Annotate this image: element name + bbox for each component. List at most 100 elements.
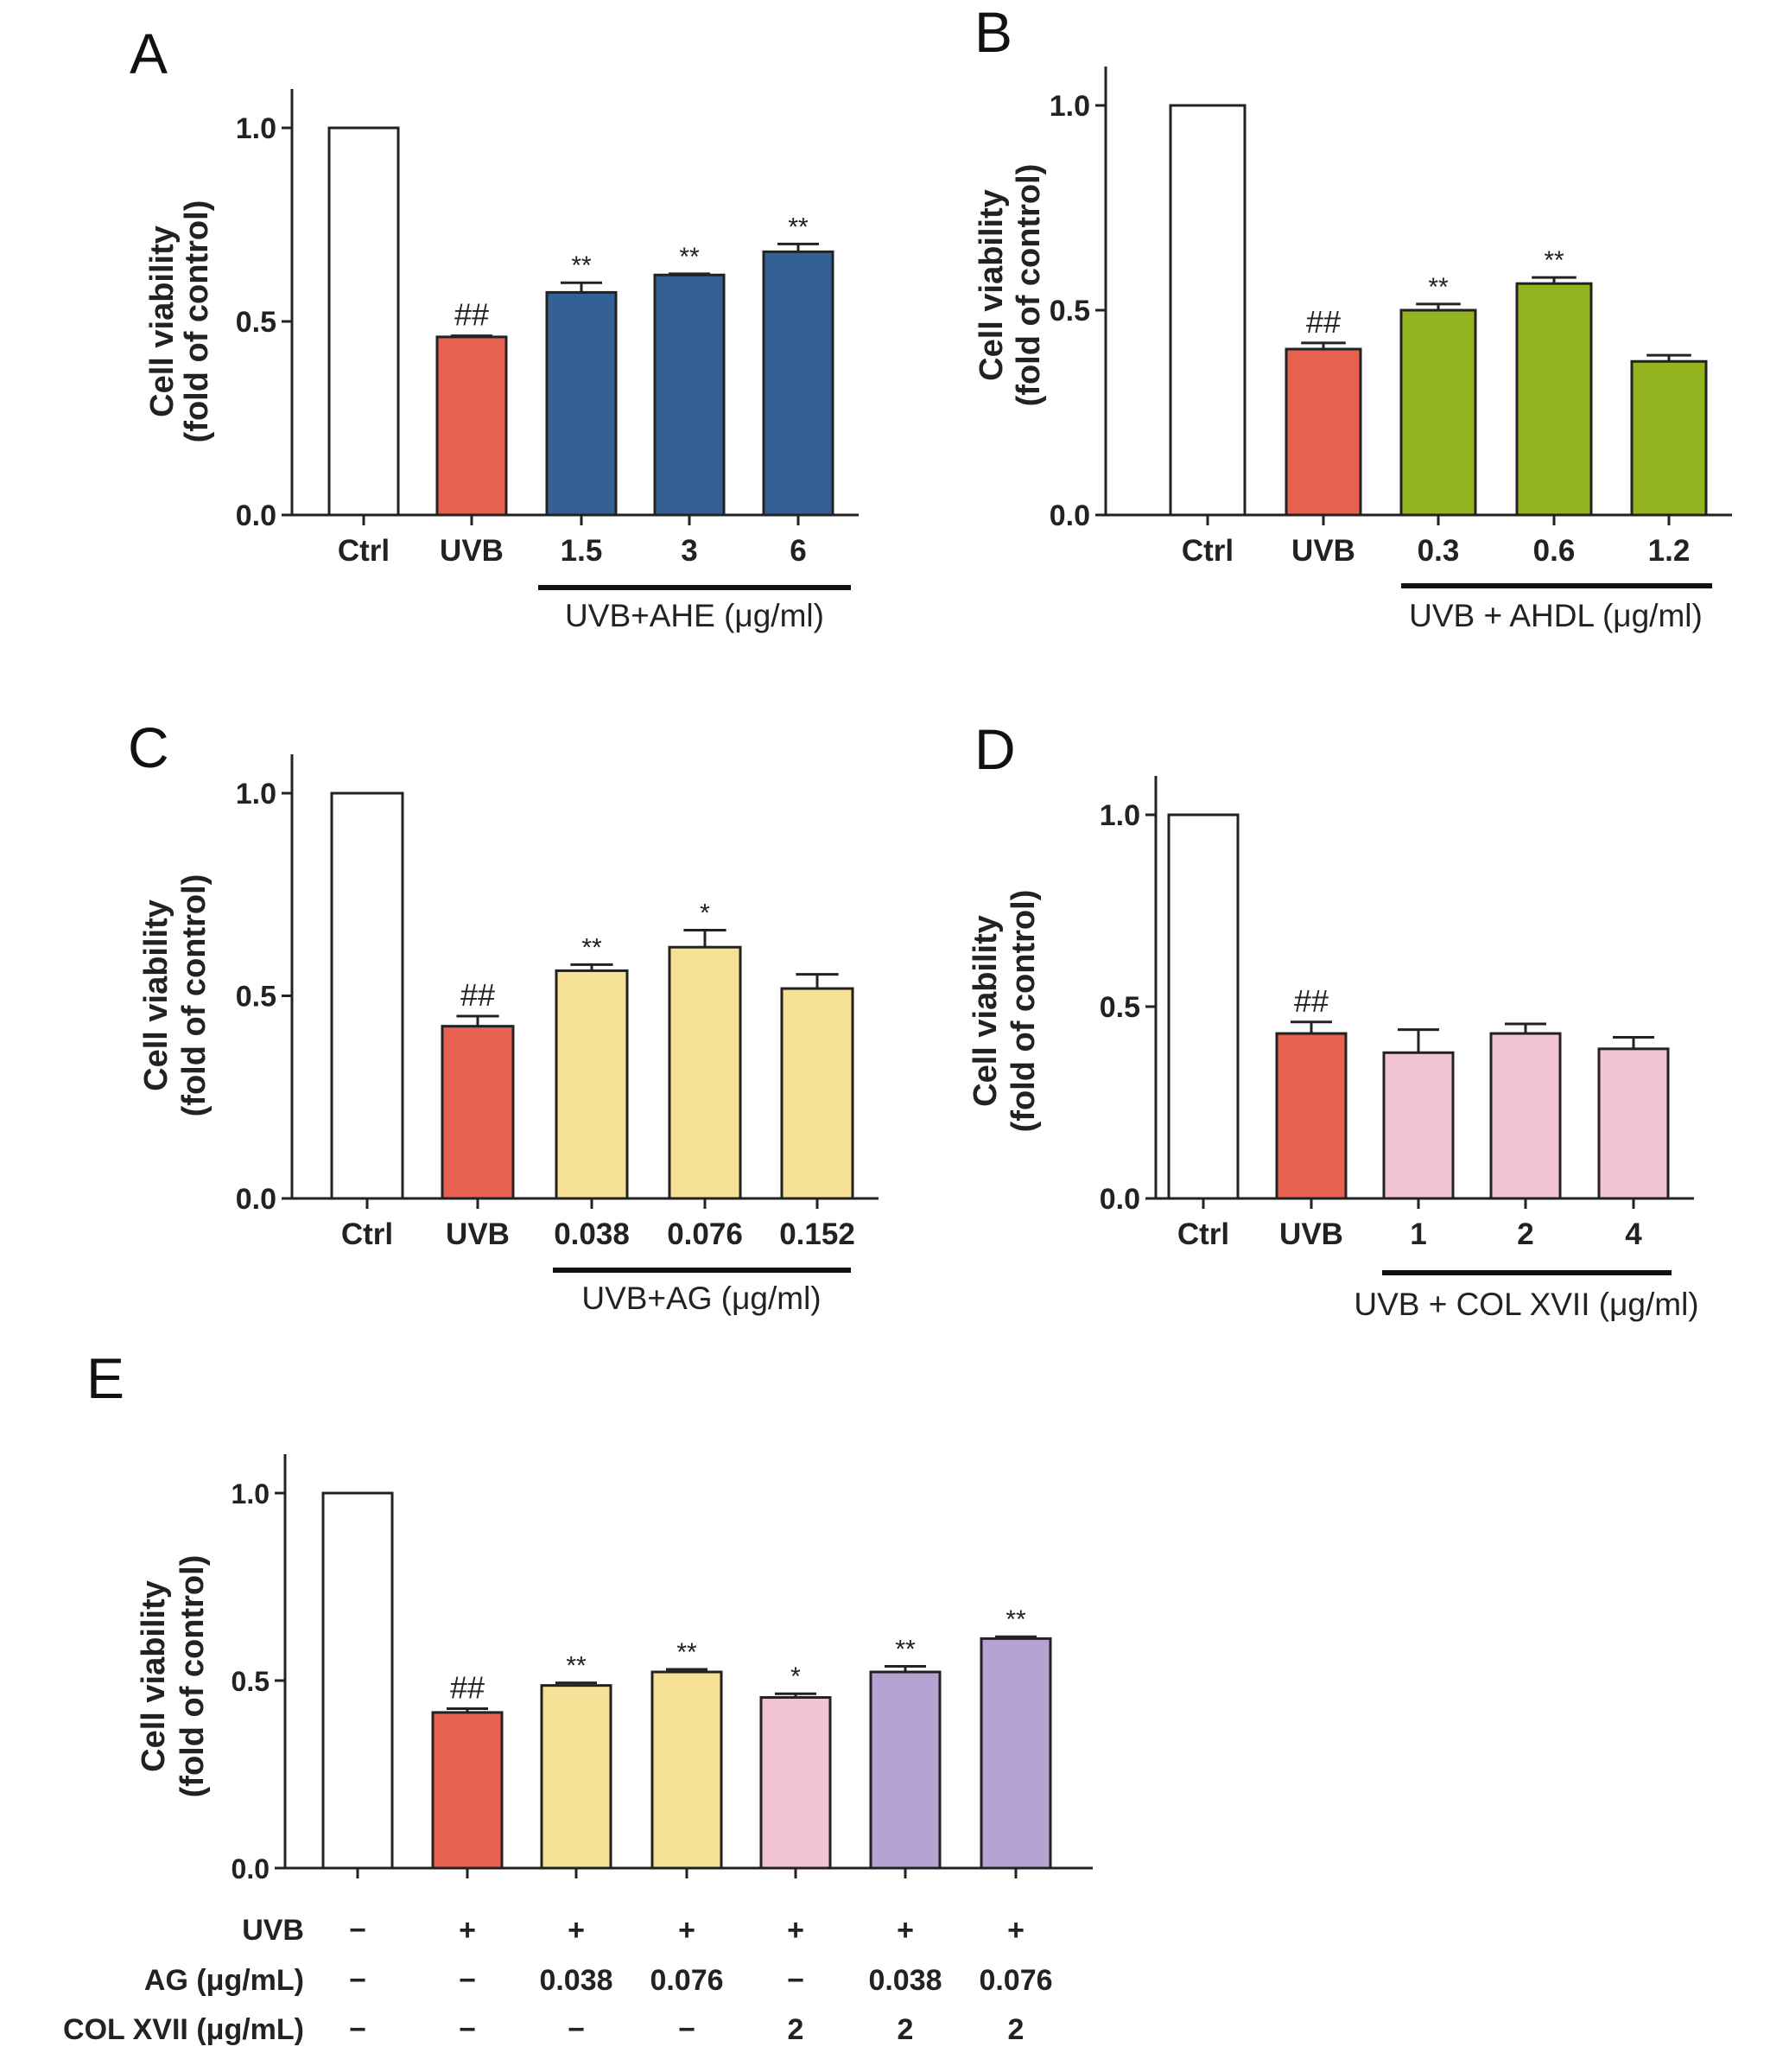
condition-row-label: COL XVII (μg/mL) [63, 2013, 304, 2046]
x-tick-label: 1 [1410, 1217, 1426, 1251]
panel-letter: B [974, 0, 1012, 64]
y-tick-label: 0.5 [236, 981, 276, 1014]
x-tick-label: 1.5 [561, 534, 603, 568]
significance-mark: ** [895, 1636, 916, 1664]
x-tick-label: 0.3 [1418, 534, 1460, 568]
y-tick-label: 1.0 [1050, 90, 1090, 123]
group-label: UVB + COL XVII (μg/ml) [1354, 1287, 1698, 1322]
y-tick-label: 0.5 [232, 1666, 270, 1697]
group-label: UVB + AHDL (μg/ml) [1409, 598, 1703, 633]
condition-row-label: UVB [242, 1914, 304, 1947]
y-tick-label: 1.0 [236, 778, 276, 810]
condition-value: − [349, 2013, 366, 2046]
y-tick-label: 0.0 [236, 1183, 276, 1216]
x-tick-label: 0.6 [1533, 534, 1576, 568]
bar [1285, 347, 1362, 517]
x-tick-label: 1.2 [1648, 534, 1691, 568]
panel-e: E 0.0 0.5 1.0 Cell viability (fold of control… [63, 1346, 1093, 2046]
significance-mark: ** [1428, 273, 1449, 302]
x-tick-label: 0.076 [667, 1217, 743, 1251]
panel-letter: C [128, 715, 169, 779]
bar [668, 945, 742, 1200]
bar [327, 126, 400, 517]
bar [1630, 359, 1708, 517]
condition-value: + [1007, 1914, 1025, 1947]
y-axis-label: Cell viability [974, 189, 1010, 381]
bar [650, 1670, 723, 1870]
condition-value: − [349, 1964, 366, 1997]
condition-value: − [459, 1964, 476, 1997]
x-tick-label: 0.152 [779, 1217, 855, 1251]
group-label: UVB+AG (μg/ml) [581, 1281, 821, 1316]
bar [759, 1696, 832, 1870]
condition-value: + [897, 1914, 914, 1947]
y-axis-label: Cell viability [136, 1580, 172, 1772]
panel-a: A 0.0 0.5 1.0 Cell viability(fold of control… [130, 22, 859, 633]
significance-mark: ** [566, 1652, 587, 1681]
x-tick-label: 6 [790, 534, 806, 568]
condition-value: 2 [788, 2013, 804, 2046]
condition-value: 0.038 [539, 1964, 612, 1997]
significance-mark: ## [454, 297, 489, 333]
panel-letter: D [974, 717, 1016, 781]
bar [1382, 1051, 1455, 1200]
condition-value: − [459, 2013, 476, 2046]
bar [1489, 1032, 1562, 1200]
bar [321, 1491, 394, 1870]
bar [869, 1670, 942, 1870]
significance-mark: * [700, 899, 710, 928]
x-tick-label: Ctrl [1177, 1217, 1229, 1251]
condition-value: − [787, 1964, 804, 1997]
y-tick-label: 0.5 [236, 306, 276, 339]
bar [1169, 104, 1247, 517]
condition-value: − [568, 2013, 585, 2046]
bar [545, 290, 618, 517]
condition-value: 0.076 [979, 1964, 1052, 1997]
significance-mark: ## [460, 977, 495, 1013]
bar [431, 1711, 504, 1870]
group-label: UVB+AHE (μg/ml) [565, 598, 824, 633]
bar [780, 987, 854, 1200]
x-tick-label: Ctrl [341, 1217, 393, 1251]
bar [1515, 282, 1593, 517]
condition-value: − [678, 2013, 695, 2046]
x-tick-label: UVB [440, 534, 504, 568]
significance-mark: ## [450, 1670, 485, 1706]
condition-value: + [568, 1914, 585, 1947]
y-tick-label: 1.0 [1100, 799, 1140, 832]
significance-mark: ** [1006, 1605, 1026, 1634]
y-axis-label: (fold of control) [174, 1555, 211, 1798]
x-tick-label: Ctrl [1182, 534, 1234, 568]
condition-value: 0.076 [650, 1964, 723, 1997]
y-tick-label: 0.0 [232, 1853, 270, 1885]
bar [762, 250, 834, 517]
panel-b: B 0.0 0.5 1.0 Cell viability (fold of control… [974, 0, 1732, 633]
y-axis-label: (fold of control) [1011, 164, 1047, 407]
x-tick-label: UVB [446, 1217, 510, 1251]
significance-mark: ** [676, 1638, 697, 1667]
bar [555, 969, 629, 1200]
significance-mark: ** [788, 213, 809, 241]
bar [1275, 1032, 1348, 1200]
y-axis-label: (fold of control) [179, 200, 215, 443]
y-axis-label: Cell viability [138, 899, 174, 1091]
significance-mark: * [790, 1662, 801, 1691]
panel-letter: E [86, 1346, 124, 1410]
y-tick-label: 0.0 [1050, 499, 1090, 532]
bar [441, 1025, 515, 1200]
condition-value: + [459, 1914, 476, 1947]
panel-c: C 0.0 0.5 1.0 Cell viability (fold of control… [128, 715, 879, 1316]
bar [1597, 1047, 1670, 1200]
x-tick-label: UVB [1291, 534, 1355, 568]
y-tick-label: 1.0 [236, 112, 276, 145]
bar [653, 273, 726, 517]
x-tick-label: 3 [681, 534, 697, 568]
y-tick-label: 1.0 [232, 1478, 270, 1510]
significance-mark: ** [1544, 246, 1564, 275]
significance-mark: ** [679, 243, 700, 271]
x-tick-label: 2 [1517, 1217, 1533, 1251]
panel-d: D 0.0 0.5 1.0 Cell viability (fold of control… [967, 717, 1699, 1322]
panel-letter: A [130, 22, 168, 86]
y-tick-label: 0.5 [1100, 991, 1140, 1024]
